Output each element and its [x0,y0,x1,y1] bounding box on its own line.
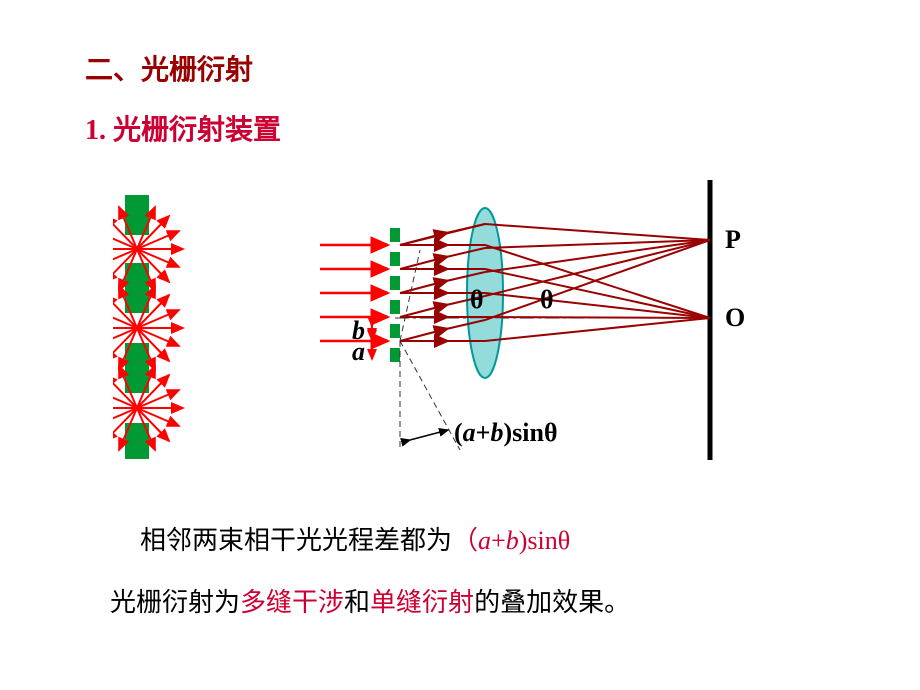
path-difference-formula: (a+b)sinθ [454,418,558,448]
label-theta-right: θ [540,285,554,315]
label-O: O [725,303,745,333]
label-P: P [725,225,741,255]
label-a: a [352,337,365,367]
label-theta-left: θ [470,285,484,315]
text-line-2: 光栅衍射为多缝干涉和单缝衍射的叠加效果。 [110,582,630,619]
text-line-1: 相邻两束相干光光程差都为（a+b)sinθ [140,520,570,557]
grating-optics-diagram [0,0,760,500]
